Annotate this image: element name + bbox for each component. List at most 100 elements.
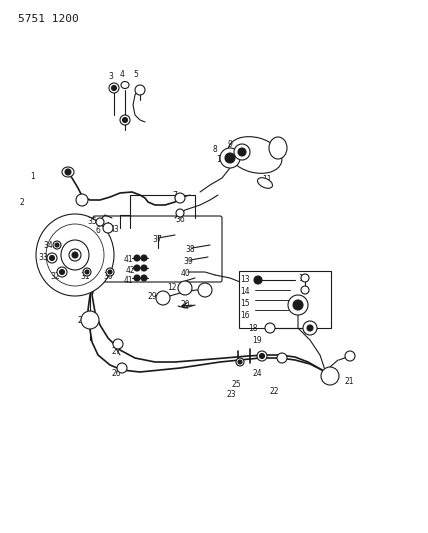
Circle shape [141, 255, 147, 261]
Circle shape [301, 286, 309, 294]
Text: 32: 32 [50, 272, 59, 281]
Text: 23: 23 [227, 390, 237, 399]
Text: 6: 6 [96, 226, 101, 235]
Circle shape [301, 274, 309, 282]
Circle shape [103, 223, 113, 233]
Text: 2: 2 [20, 198, 25, 207]
Circle shape [85, 270, 89, 274]
Text: 27: 27 [112, 347, 122, 356]
Circle shape [178, 281, 192, 295]
Circle shape [69, 249, 81, 261]
Text: 10: 10 [216, 155, 226, 164]
Circle shape [225, 153, 235, 163]
Text: 13: 13 [240, 275, 250, 284]
Circle shape [134, 265, 140, 271]
Text: 26: 26 [112, 369, 122, 378]
Circle shape [122, 117, 128, 123]
Text: 31: 31 [80, 272, 89, 281]
Text: 17: 17 [298, 274, 308, 283]
Circle shape [288, 295, 308, 315]
Circle shape [277, 353, 287, 363]
Ellipse shape [121, 82, 129, 88]
Circle shape [53, 241, 61, 249]
Text: 24: 24 [253, 369, 263, 378]
Text: 16: 16 [240, 311, 250, 320]
Circle shape [106, 268, 114, 276]
Circle shape [234, 144, 250, 160]
Circle shape [55, 243, 59, 247]
Circle shape [57, 267, 67, 277]
Text: 39: 39 [183, 257, 193, 266]
Text: 9: 9 [228, 140, 233, 149]
Ellipse shape [61, 240, 89, 270]
Circle shape [59, 270, 65, 274]
Circle shape [265, 323, 275, 333]
Circle shape [257, 351, 267, 361]
Circle shape [109, 83, 119, 93]
Text: 3: 3 [108, 72, 113, 81]
Text: 5: 5 [133, 70, 138, 79]
Circle shape [238, 148, 246, 156]
Text: 7: 7 [172, 191, 177, 200]
Text: 8: 8 [213, 145, 218, 154]
Text: 42: 42 [126, 266, 136, 275]
Ellipse shape [36, 214, 114, 296]
Circle shape [156, 291, 170, 305]
Text: 34: 34 [43, 241, 53, 250]
Ellipse shape [269, 137, 287, 159]
Circle shape [50, 255, 54, 261]
Circle shape [321, 367, 339, 385]
Text: 11: 11 [262, 175, 271, 184]
Text: 37: 37 [152, 235, 162, 244]
Circle shape [112, 85, 116, 91]
Circle shape [134, 255, 140, 261]
Text: 15: 15 [240, 299, 250, 308]
Ellipse shape [258, 177, 273, 188]
Circle shape [259, 353, 265, 359]
Ellipse shape [228, 136, 282, 173]
Text: 41: 41 [124, 255, 134, 264]
Circle shape [117, 363, 127, 373]
Circle shape [293, 300, 303, 310]
Circle shape [134, 275, 140, 281]
Text: 36: 36 [175, 215, 185, 224]
Circle shape [83, 268, 91, 276]
Ellipse shape [46, 224, 104, 286]
Circle shape [254, 276, 262, 284]
Ellipse shape [62, 167, 74, 177]
Text: 20: 20 [181, 300, 190, 309]
FancyBboxPatch shape [239, 271, 331, 328]
Circle shape [141, 265, 147, 271]
Text: 21: 21 [345, 377, 354, 386]
Text: 4: 4 [120, 70, 125, 79]
Circle shape [303, 321, 317, 335]
Text: 25: 25 [232, 380, 242, 389]
Circle shape [120, 115, 130, 125]
Circle shape [113, 339, 123, 349]
Circle shape [135, 85, 145, 95]
Circle shape [175, 193, 185, 203]
Circle shape [236, 358, 244, 366]
Text: 14: 14 [240, 287, 250, 296]
Text: 28: 28 [78, 316, 87, 325]
Circle shape [220, 148, 240, 168]
Circle shape [345, 351, 355, 361]
Text: 18: 18 [248, 324, 258, 333]
Text: 19: 19 [252, 336, 262, 345]
Text: 1: 1 [30, 172, 35, 181]
Circle shape [141, 275, 147, 281]
Text: 12: 12 [167, 283, 176, 292]
Circle shape [72, 252, 78, 258]
Text: 5751 1200: 5751 1200 [18, 14, 79, 24]
Text: 38: 38 [185, 245, 195, 254]
Text: 43: 43 [110, 225, 120, 234]
Text: 41: 41 [124, 276, 134, 285]
Circle shape [76, 194, 88, 206]
Text: 40: 40 [181, 269, 191, 278]
Text: 33: 33 [38, 253, 48, 262]
Text: 30: 30 [103, 272, 113, 281]
Circle shape [47, 253, 57, 263]
Circle shape [96, 218, 104, 226]
Circle shape [198, 283, 212, 297]
Circle shape [238, 360, 242, 364]
